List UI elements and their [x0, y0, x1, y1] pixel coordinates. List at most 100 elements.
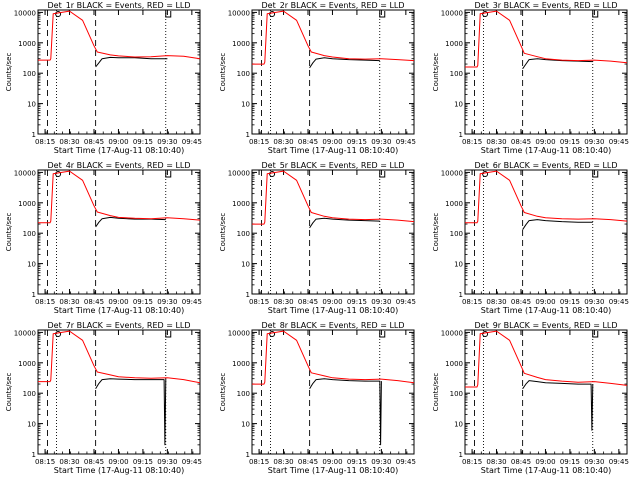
y-tick-label: 100 — [23, 390, 36, 398]
peak-marker — [269, 171, 276, 177]
x-tick-label: 09:30 — [584, 298, 604, 306]
x-axis-label: Start Time (17-Aug-11 08:10:40) — [54, 466, 185, 475]
peak-marker — [55, 171, 62, 177]
x-tick-label: 08:45 — [84, 298, 104, 306]
interval-marker — [165, 331, 172, 338]
detector-panel: Det_1r BLACK = Events, RED = LLD 1 10 100 10… — [5, 1, 202, 155]
panel-title: Det_1r BLACK = Events, RED = LLD — [47, 1, 190, 10]
y-axis-label: Counts/sec — [432, 373, 440, 412]
x-tick-label: 08:15 — [35, 458, 55, 466]
y-axis-label: Counts/sec — [5, 213, 13, 252]
y-tick-label: 10000 — [228, 169, 250, 177]
peak-marker — [269, 11, 276, 17]
y-tick-label: 1000 — [445, 40, 463, 48]
detector-panel: Det_5r BLACK = Events, RED = LLD 1 10 100 10… — [219, 161, 416, 315]
y-tick-label: 1 — [32, 291, 36, 299]
panel-title: Det_5r BLACK = Events, RED = LLD — [261, 161, 404, 170]
y-tick-label: 10000 — [14, 9, 36, 17]
x-tick-label: 09:45 — [182, 458, 202, 466]
x-tick-label: 09:15 — [347, 138, 367, 146]
peak-marker — [269, 331, 276, 337]
x-tick-label: 09:15 — [133, 458, 153, 466]
events-series-line — [95, 378, 167, 446]
x-tick-label: 09:15 — [560, 298, 580, 306]
x-tick-label: 08:45 — [84, 138, 104, 146]
x-tick-label: 09:30 — [584, 458, 604, 466]
y-axis-label: Counts/sec — [219, 53, 227, 92]
x-tick-label: 09:15 — [347, 298, 367, 306]
x-tick-label: 08:15 — [462, 298, 482, 306]
x-tick-label: 08:30 — [273, 458, 293, 466]
x-tick-label: 08:45 — [298, 298, 318, 306]
detector-panel: Det_2r BLACK = Events, RED = LLD 1 10 100 10… — [219, 1, 416, 155]
y-tick-label: 1 — [459, 291, 463, 299]
y-tick-label: 1000 — [18, 200, 36, 208]
y-tick-label: 1 — [32, 131, 36, 139]
y-tick-label: 1 — [32, 451, 36, 459]
peak-marker — [55, 11, 62, 17]
x-axis-label: Start Time (17-Aug-11 08:10:40) — [481, 306, 612, 315]
detector-panel: Det_8r BLACK = Events, RED = LLD 1 10 100 10… — [219, 321, 416, 475]
x-axis-label: Start Time (17-Aug-11 08:10:40) — [54, 146, 185, 155]
x-tick-label: 09:45 — [396, 458, 416, 466]
peak-marker — [482, 171, 489, 177]
x-tick-label: 09:30 — [157, 138, 177, 146]
events-series-line — [309, 378, 382, 446]
y-tick-label: 1 — [246, 291, 250, 299]
x-tick-label: 08:30 — [486, 298, 506, 306]
y-tick-label: 10 — [241, 101, 250, 109]
x-axis-label: Start Time (17-Aug-11 08:10:40) — [268, 306, 399, 315]
x-tick-label: 09:00 — [322, 298, 342, 306]
interval-marker — [165, 11, 172, 18]
x-tick-label: 09:00 — [108, 298, 128, 306]
x-tick-label: 09:45 — [609, 138, 629, 146]
events-series-line — [309, 217, 380, 229]
y-tick-label: 10 — [27, 421, 36, 429]
x-tick-label: 08:30 — [59, 138, 79, 146]
interval-marker — [165, 171, 172, 178]
y-tick-label: 10000 — [14, 329, 36, 337]
plot-frame — [37, 329, 201, 455]
x-tick-label: 08:30 — [59, 458, 79, 466]
y-tick-label: 10000 — [228, 329, 250, 337]
y-tick-label: 10 — [454, 421, 463, 429]
lld-series-line — [38, 330, 201, 384]
detector-panel: Det_6r BLACK = Events, RED = LLD 1 10 100 10… — [432, 161, 629, 315]
y-tick-label: 1000 — [18, 360, 36, 368]
x-tick-label: 08:45 — [511, 138, 531, 146]
y-tick-label: 100 — [237, 230, 250, 238]
y-tick-label: 10000 — [441, 169, 463, 177]
y-tick-label: 100 — [237, 390, 250, 398]
panel-title: Det_6r BLACK = Events, RED = LLD — [474, 161, 617, 170]
y-tick-label: 10 — [27, 101, 36, 109]
y-tick-label: 10 — [241, 421, 250, 429]
plot-frame — [464, 329, 628, 455]
lld-series-line — [252, 10, 415, 65]
interval-marker — [592, 11, 599, 18]
plot-frame — [251, 9, 415, 135]
detector-panel: Det_9r BLACK = Events, RED = LLD 1 10 100 10… — [432, 321, 629, 475]
x-tick-label: 08:30 — [273, 138, 293, 146]
y-axis-label: Counts/sec — [5, 373, 13, 412]
y-tick-label: 1 — [246, 131, 250, 139]
x-tick-label: 09:00 — [108, 138, 128, 146]
y-tick-label: 100 — [450, 230, 463, 238]
x-tick-label: 08:15 — [249, 458, 269, 466]
y-tick-label: 1 — [246, 451, 250, 459]
panel-title: Det_3r BLACK = Events, RED = LLD — [474, 1, 617, 10]
panel-title: Det_8r BLACK = Events, RED = LLD — [261, 321, 404, 330]
plot-frame — [37, 9, 201, 135]
interval-marker — [379, 171, 386, 178]
peak-marker — [482, 11, 489, 17]
plot-frame — [251, 329, 415, 455]
y-tick-label: 1000 — [232, 40, 250, 48]
y-axis-label: Counts/sec — [432, 213, 440, 252]
y-tick-label: 1000 — [18, 40, 36, 48]
lld-series-line — [465, 10, 628, 68]
x-tick-label: 08:45 — [511, 458, 531, 466]
detector-panel: Det_7r BLACK = Events, RED = LLD 1 10 100 10… — [5, 321, 202, 475]
x-tick-label: 08:15 — [462, 458, 482, 466]
events-series-line — [522, 219, 593, 230]
x-axis-label: Start Time (17-Aug-11 08:10:40) — [268, 146, 399, 155]
